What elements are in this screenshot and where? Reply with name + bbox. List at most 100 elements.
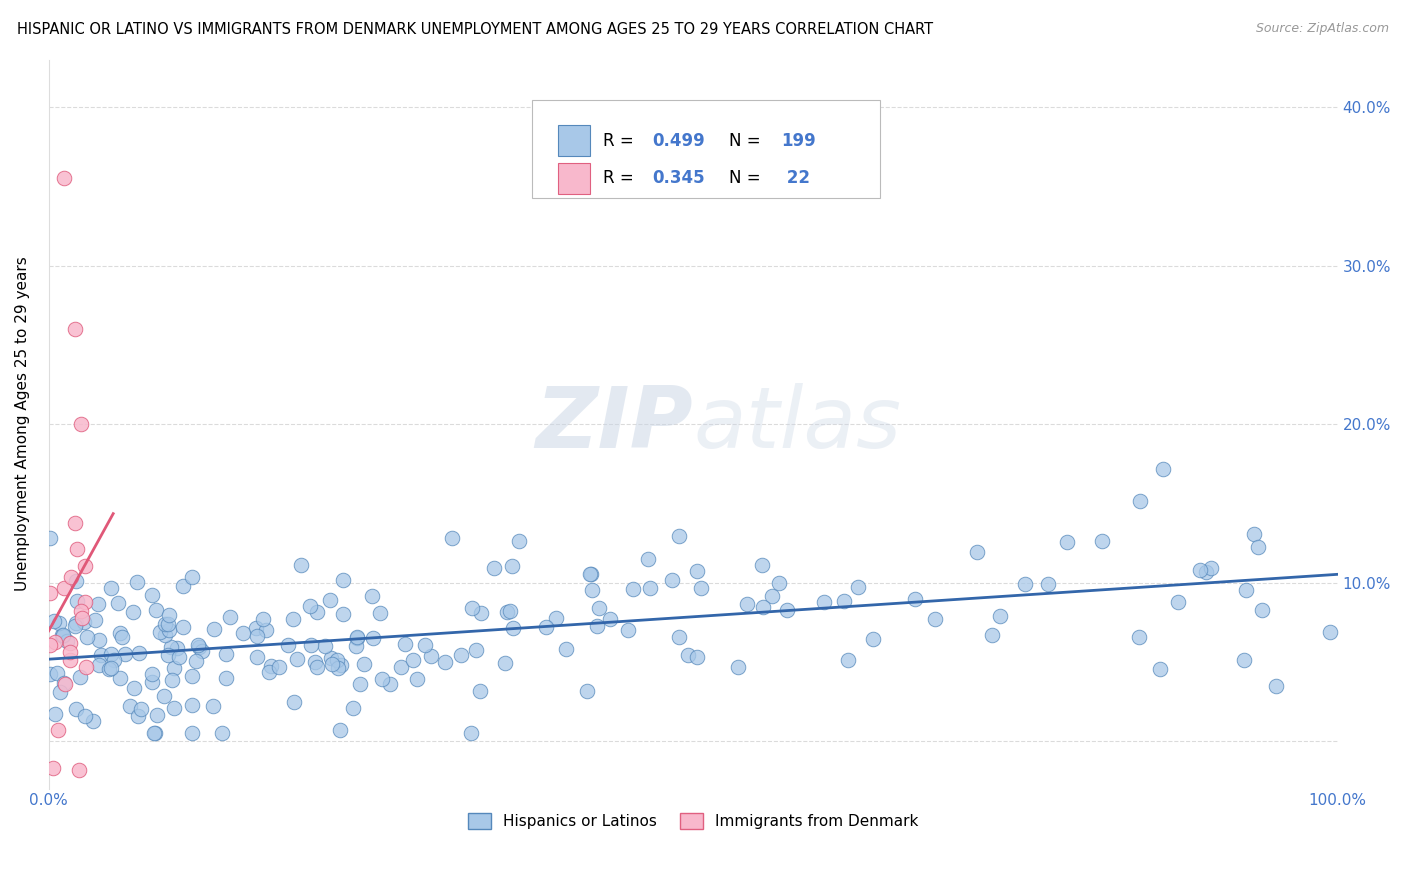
Point xyxy=(53,676,76,690)
Point xyxy=(42,761,65,775)
Text: 22: 22 xyxy=(780,169,810,187)
Point xyxy=(191,644,214,658)
Point xyxy=(676,648,699,662)
Point xyxy=(361,589,384,603)
Point xyxy=(321,657,343,671)
Point xyxy=(1091,534,1114,549)
Point xyxy=(846,580,869,594)
Point xyxy=(1056,535,1078,549)
Point xyxy=(299,638,322,652)
Point xyxy=(434,656,457,670)
Point xyxy=(188,640,211,654)
Point xyxy=(89,632,111,647)
Point xyxy=(966,545,988,559)
Text: 0.499: 0.499 xyxy=(652,131,704,150)
Point xyxy=(346,640,368,654)
Point xyxy=(686,564,709,578)
Point xyxy=(988,608,1011,623)
Point xyxy=(39,638,62,652)
Point xyxy=(65,619,87,633)
Point xyxy=(245,621,267,635)
Point xyxy=(1036,577,1059,591)
Point xyxy=(63,322,86,336)
Point xyxy=(128,646,150,660)
Point xyxy=(103,653,125,667)
Point xyxy=(405,673,427,687)
Point xyxy=(575,684,598,698)
Point xyxy=(751,558,773,572)
Text: R =: R = xyxy=(603,131,638,150)
Point xyxy=(482,560,505,574)
Point xyxy=(48,723,70,737)
Point xyxy=(623,582,645,597)
Bar xyxy=(558,163,591,194)
Point xyxy=(1128,630,1150,644)
Point xyxy=(65,615,87,630)
Text: Source: ZipAtlas.com: Source: ZipAtlas.com xyxy=(1256,22,1389,36)
Point xyxy=(120,698,142,713)
Point xyxy=(90,648,112,663)
Point xyxy=(260,658,283,673)
Point xyxy=(44,706,66,721)
Point xyxy=(1014,577,1036,591)
Point xyxy=(114,648,136,662)
Point xyxy=(257,665,280,679)
Point xyxy=(143,726,166,740)
Point xyxy=(862,632,884,646)
Point xyxy=(1251,603,1274,617)
Point xyxy=(44,635,66,649)
Point xyxy=(735,597,758,611)
Point xyxy=(218,610,240,624)
Point xyxy=(65,542,87,557)
Point xyxy=(69,670,91,684)
Point xyxy=(813,595,835,609)
Point xyxy=(145,603,167,617)
Point xyxy=(460,726,482,740)
Point xyxy=(981,628,1004,642)
Point xyxy=(307,605,329,619)
Point xyxy=(56,634,79,648)
Point xyxy=(394,637,416,651)
Point xyxy=(461,601,484,615)
Point xyxy=(924,612,946,626)
Point xyxy=(1243,527,1265,541)
Point xyxy=(904,592,927,607)
Point xyxy=(252,612,274,626)
Point xyxy=(254,624,277,638)
Point xyxy=(159,640,181,655)
Point xyxy=(163,700,186,714)
Point xyxy=(752,599,775,614)
Point xyxy=(166,640,188,655)
Point xyxy=(75,660,97,674)
Point xyxy=(346,631,368,645)
Point xyxy=(82,714,104,728)
Point xyxy=(599,612,621,626)
Point xyxy=(181,698,204,713)
Point xyxy=(141,675,163,690)
Point xyxy=(321,650,343,665)
Point xyxy=(187,639,209,653)
Point xyxy=(66,594,89,608)
Point xyxy=(100,581,122,595)
Point xyxy=(69,604,91,618)
Point xyxy=(162,661,184,675)
Text: atlas: atlas xyxy=(693,383,901,466)
Point xyxy=(153,628,176,642)
FancyBboxPatch shape xyxy=(531,100,880,198)
Point xyxy=(690,582,713,596)
Point xyxy=(65,702,87,716)
Text: HISPANIC OR LATINO VS IMMIGRANTS FROM DENMARK UNEMPLOYMENT AMONG AGES 25 TO 29 Y: HISPANIC OR LATINO VS IMMIGRANTS FROM DE… xyxy=(17,22,934,37)
Point xyxy=(617,623,640,637)
Point xyxy=(122,681,145,695)
Point xyxy=(232,626,254,640)
Y-axis label: Unemployment Among Ages 25 to 29 years: Unemployment Among Ages 25 to 29 years xyxy=(15,257,30,591)
Point xyxy=(155,616,177,631)
Point xyxy=(389,660,412,674)
Point xyxy=(536,619,558,633)
Point xyxy=(1188,563,1211,577)
Point xyxy=(581,582,603,597)
Point xyxy=(108,626,131,640)
Point xyxy=(508,534,530,549)
Point xyxy=(307,660,329,674)
Point xyxy=(495,605,517,619)
